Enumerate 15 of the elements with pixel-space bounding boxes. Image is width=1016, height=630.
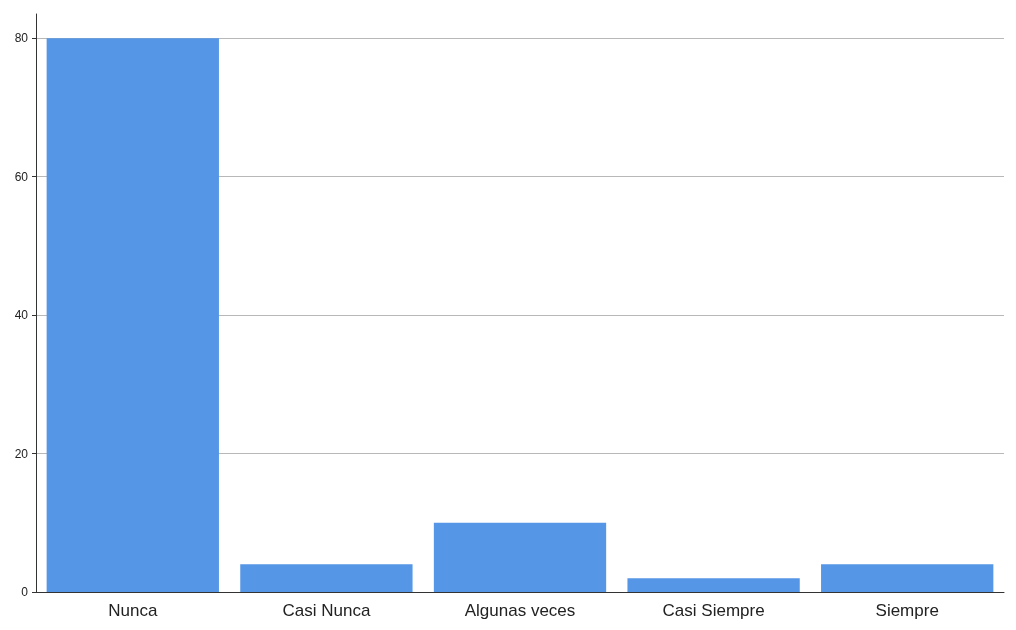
- bar: [433, 522, 607, 592]
- x-tick-label: Casi Siempre: [662, 601, 765, 620]
- x-tick-label: Nunca: [108, 601, 158, 620]
- y-tick-label: 60: [14, 169, 29, 184]
- bar: [240, 564, 413, 592]
- x-tick-label: Siempre: [875, 601, 939, 620]
- bar: [821, 564, 994, 592]
- bar: [627, 578, 800, 592]
- x-tick-label: Casi Nunca: [282, 601, 371, 620]
- y-tick-label: 20: [14, 446, 29, 461]
- y-tick-label: 0: [21, 585, 29, 599]
- y-tick-label: 40: [14, 308, 29, 323]
- bar: [46, 38, 219, 592]
- x-tick-label: Algunas veces: [464, 601, 576, 620]
- y-tick-label: 80: [14, 31, 29, 46]
